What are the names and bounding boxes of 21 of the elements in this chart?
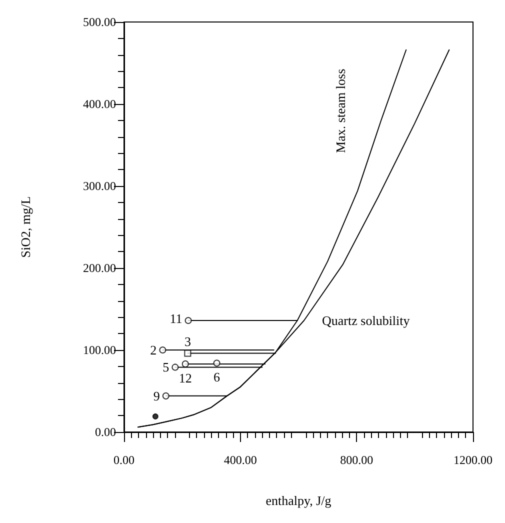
annotation: 2	[150, 342, 157, 358]
annotation: 3	[184, 334, 191, 349]
annotation: 12	[178, 370, 192, 386]
y-tick-label: 0.00	[95, 425, 116, 439]
y-tick-label: 300.00	[83, 179, 116, 193]
x-tick-label: 1200.00	[454, 453, 492, 467]
x-tick-label: 400.00	[224, 453, 257, 467]
y-tick-label: 100.00	[83, 343, 116, 357]
annotation: 5	[162, 360, 170, 375]
y-tick-label: 400.00	[83, 97, 116, 111]
annotation: 9	[153, 388, 160, 404]
x-tick-label: 800.00	[340, 453, 374, 467]
x-tick-label: 0.00	[114, 453, 134, 467]
text: Max. steam loss	[333, 68, 348, 153]
x-axis-title: enthalpy, J/g	[266, 493, 332, 508]
annotation: 6	[214, 370, 221, 385]
annotation: 11	[170, 310, 182, 326]
series-label: Quartz solubility	[322, 312, 410, 328]
y-tick-label: 500.00	[83, 15, 116, 29]
y-tick-label: 200.00	[83, 261, 116, 275]
y-axis-title: SiO2, mg/L	[18, 196, 33, 258]
